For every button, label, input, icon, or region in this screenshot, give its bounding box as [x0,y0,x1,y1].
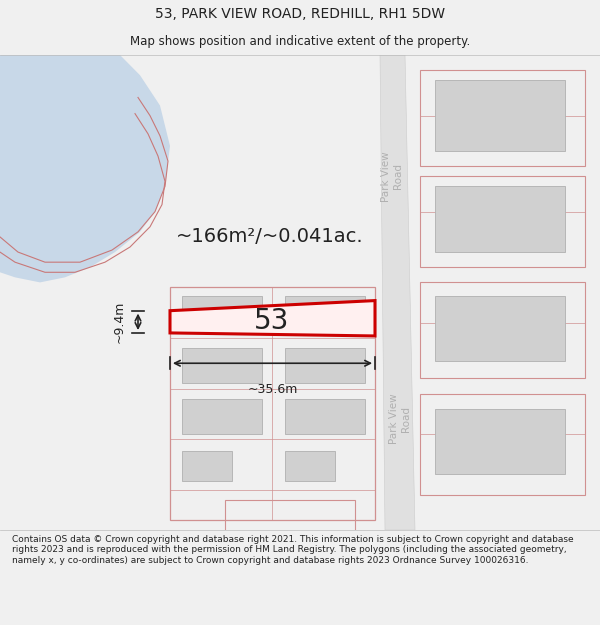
Text: ~166m²/~0.041ac.: ~166m²/~0.041ac. [176,228,364,246]
Bar [285,451,335,481]
Bar [182,296,262,331]
Polygon shape [0,55,170,282]
Bar [285,399,365,434]
Polygon shape [170,301,375,336]
Bar [435,296,565,361]
Text: Map shows position and indicative extent of the property.: Map shows position and indicative extent… [130,35,470,48]
Bar [435,409,565,474]
Text: ~9.4m: ~9.4m [113,301,126,343]
Bar [182,451,232,481]
Text: 53, PARK VIEW ROAD, REDHILL, RH1 5DW: 53, PARK VIEW ROAD, REDHILL, RH1 5DW [155,7,445,21]
Bar [182,399,262,434]
Text: Park View
Road: Park View Road [389,394,411,444]
Bar [420,70,585,166]
Bar [170,288,375,520]
Bar [285,348,365,384]
Text: Park View
Road: Park View Road [381,151,403,202]
Bar [420,394,585,494]
Bar [420,176,585,268]
Bar [435,80,565,151]
Text: 53: 53 [254,307,290,335]
Text: Contains OS data © Crown copyright and database right 2021. This information is : Contains OS data © Crown copyright and d… [12,535,574,564]
Bar [285,296,365,331]
Bar [420,282,585,378]
Polygon shape [380,55,415,530]
Bar [435,186,565,252]
Bar [225,499,355,555]
Bar [182,348,262,384]
Text: ~35.6m: ~35.6m [247,384,298,396]
